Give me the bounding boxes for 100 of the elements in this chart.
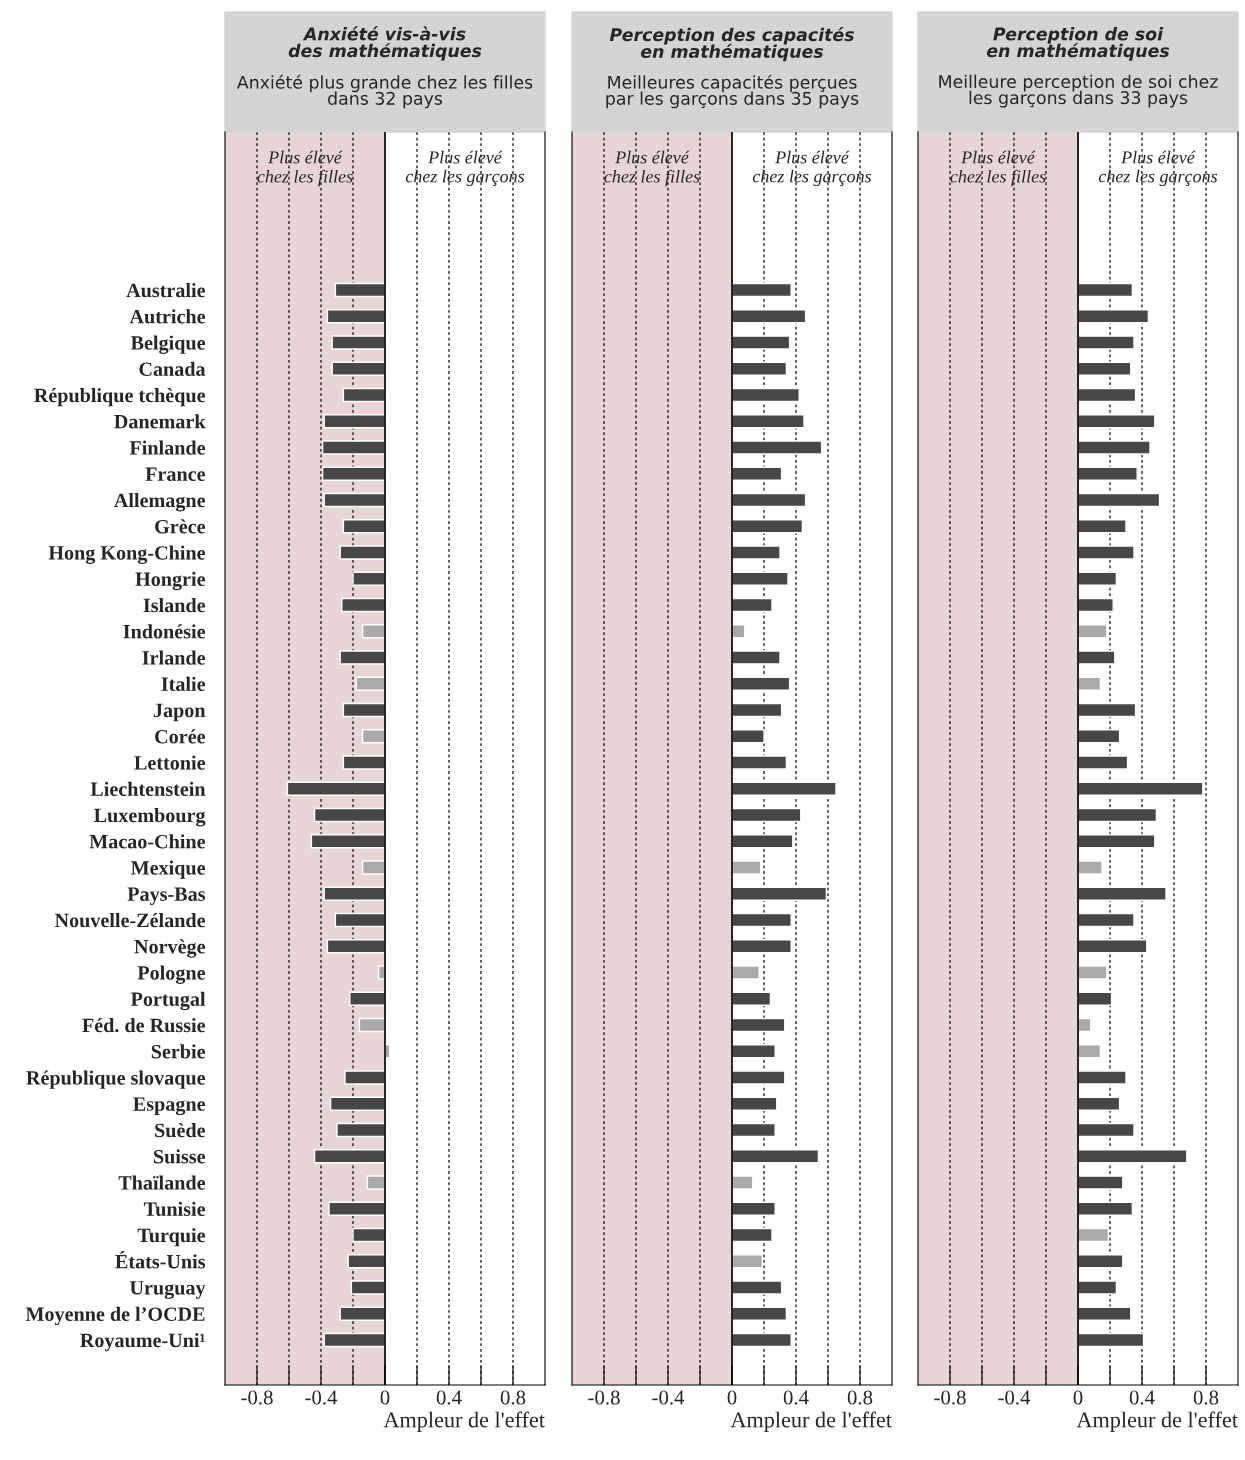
bar [1077,728,1121,744]
chart-subtitle: Meilleure perception de soi chez les garçons dans 33 pays [939,74,1218,108]
y-tick-label: Tunisie [143,1201,206,1216]
y-tick-label: Moyenne de l’OCDE [25,1306,205,1326]
y-tick-label: Belgique [130,335,206,354]
y-tick-label: Autriche [129,309,206,324]
x-tick-label: -0.8 [934,1390,966,1405]
bar [731,1096,778,1112]
bar [1077,965,1108,980]
bar [731,413,805,429]
bar [1077,938,1148,954]
bar [731,781,837,797]
bar [1077,650,1116,665]
bar [1077,1148,1188,1164]
bar [731,308,807,324]
y-tick-label: Islande [143,598,206,613]
bar [731,833,794,849]
y-tick-label: Mexique [130,860,206,879]
chart-subtitle: Meilleures capacités perçues par les garçons dans 35 pays [606,74,859,109]
bar [731,1280,783,1295]
bar [1077,1096,1121,1112]
y-tick-label: Australie [126,283,206,298]
bar [731,991,772,1007]
x-tick-label: -0.8 [241,1390,273,1405]
bar [731,466,783,482]
bar [1077,1043,1102,1059]
bar [731,545,781,560]
chart-title: Anxiété vis-à-vis des mathématiques [288,26,482,61]
y-tick-label: Féd. de Russie [82,1017,206,1033]
bar [731,755,788,770]
x-tick-label: 0.4 [1129,1390,1155,1405]
bar [731,597,773,613]
bar [1077,991,1113,1007]
bar [1077,597,1114,613]
bar [1077,545,1135,560]
bar [1077,413,1156,429]
y-tick-label: Hongrie [135,571,206,591]
y-tick-label: Danemark [114,414,206,429]
y-tick-label: Liechtenstein [90,781,206,796]
bar [1077,912,1135,928]
y-tick-label: États-Unis [115,1251,206,1269]
y-tick-label: Hong Kong-Chine [48,545,206,564]
x-tick-label: -0.8 [588,1390,620,1405]
bar [731,1201,776,1217]
x-tick-label: -0.4 [998,1390,1031,1405]
bar [1077,518,1127,534]
y-tick-label: Macao-Chine [89,834,206,849]
bar [1077,833,1156,849]
bar [1077,623,1108,639]
bar [731,860,762,875]
bar [731,440,823,455]
bar [731,335,791,350]
bar [1077,387,1137,403]
bar [731,702,783,718]
x-tick-label: -0.4 [652,1390,685,1405]
bar [1077,282,1134,298]
x-tick-label: 0 [380,1390,390,1405]
bar [1077,492,1161,508]
bar [1077,702,1137,718]
y-tick-label: France [145,467,206,481]
bar [731,1017,786,1033]
x-tick-label: 0.8 [1193,1390,1219,1405]
bar [731,676,791,692]
y-tick-label: Pays-Bas [127,887,206,906]
bar [731,1148,820,1164]
y-tick-label: Turquie [137,1228,206,1247]
x-tick-label: 0.4 [436,1390,462,1405]
bar [731,492,807,508]
bar [731,650,781,665]
x-tick-label: 0.4 [783,1390,809,1405]
text: Plus élevé chez les filles [257,150,353,187]
y-tick-label: Luxembourg [94,808,206,827]
bar [1077,860,1103,875]
x-tick-label: 0 [727,1390,737,1405]
bar [1077,1280,1118,1295]
chart-title: Perception de soi en mathématiques [986,27,1170,61]
bar [731,1122,776,1138]
y-tick-label: Finlande [129,440,206,455]
y-tick-label: Japon [153,703,206,722]
y-tick-label: Italie [161,676,206,691]
y-tick-label: Lettonie [134,755,206,770]
chart-title: Perception des capacités en mathématiques [609,27,854,62]
bar [731,571,789,587]
bar [1077,1070,1127,1085]
bar [731,1306,788,1322]
y-tick-label: Suisse [154,1149,206,1164]
chart-subtitle: Anxiété plus grande chez les filles dans 32 pays [236,74,533,109]
y-tick-label: Royaume-Uni¹ [80,1333,205,1352]
y-tick-label: Grèce [155,519,206,534]
text: Plus élevé chez les garçons [1098,150,1218,187]
bar [1077,676,1102,692]
bar [731,1043,776,1059]
y-tick-label: Corée [155,729,206,744]
text: Plus élevé chez les filles [950,150,1046,187]
bar [731,1070,786,1085]
y-tick-label: République tchèque [34,388,206,407]
bar [731,282,792,298]
bar [1077,886,1167,902]
y-tick-label: Serbie [151,1044,206,1059]
bar [731,518,804,534]
